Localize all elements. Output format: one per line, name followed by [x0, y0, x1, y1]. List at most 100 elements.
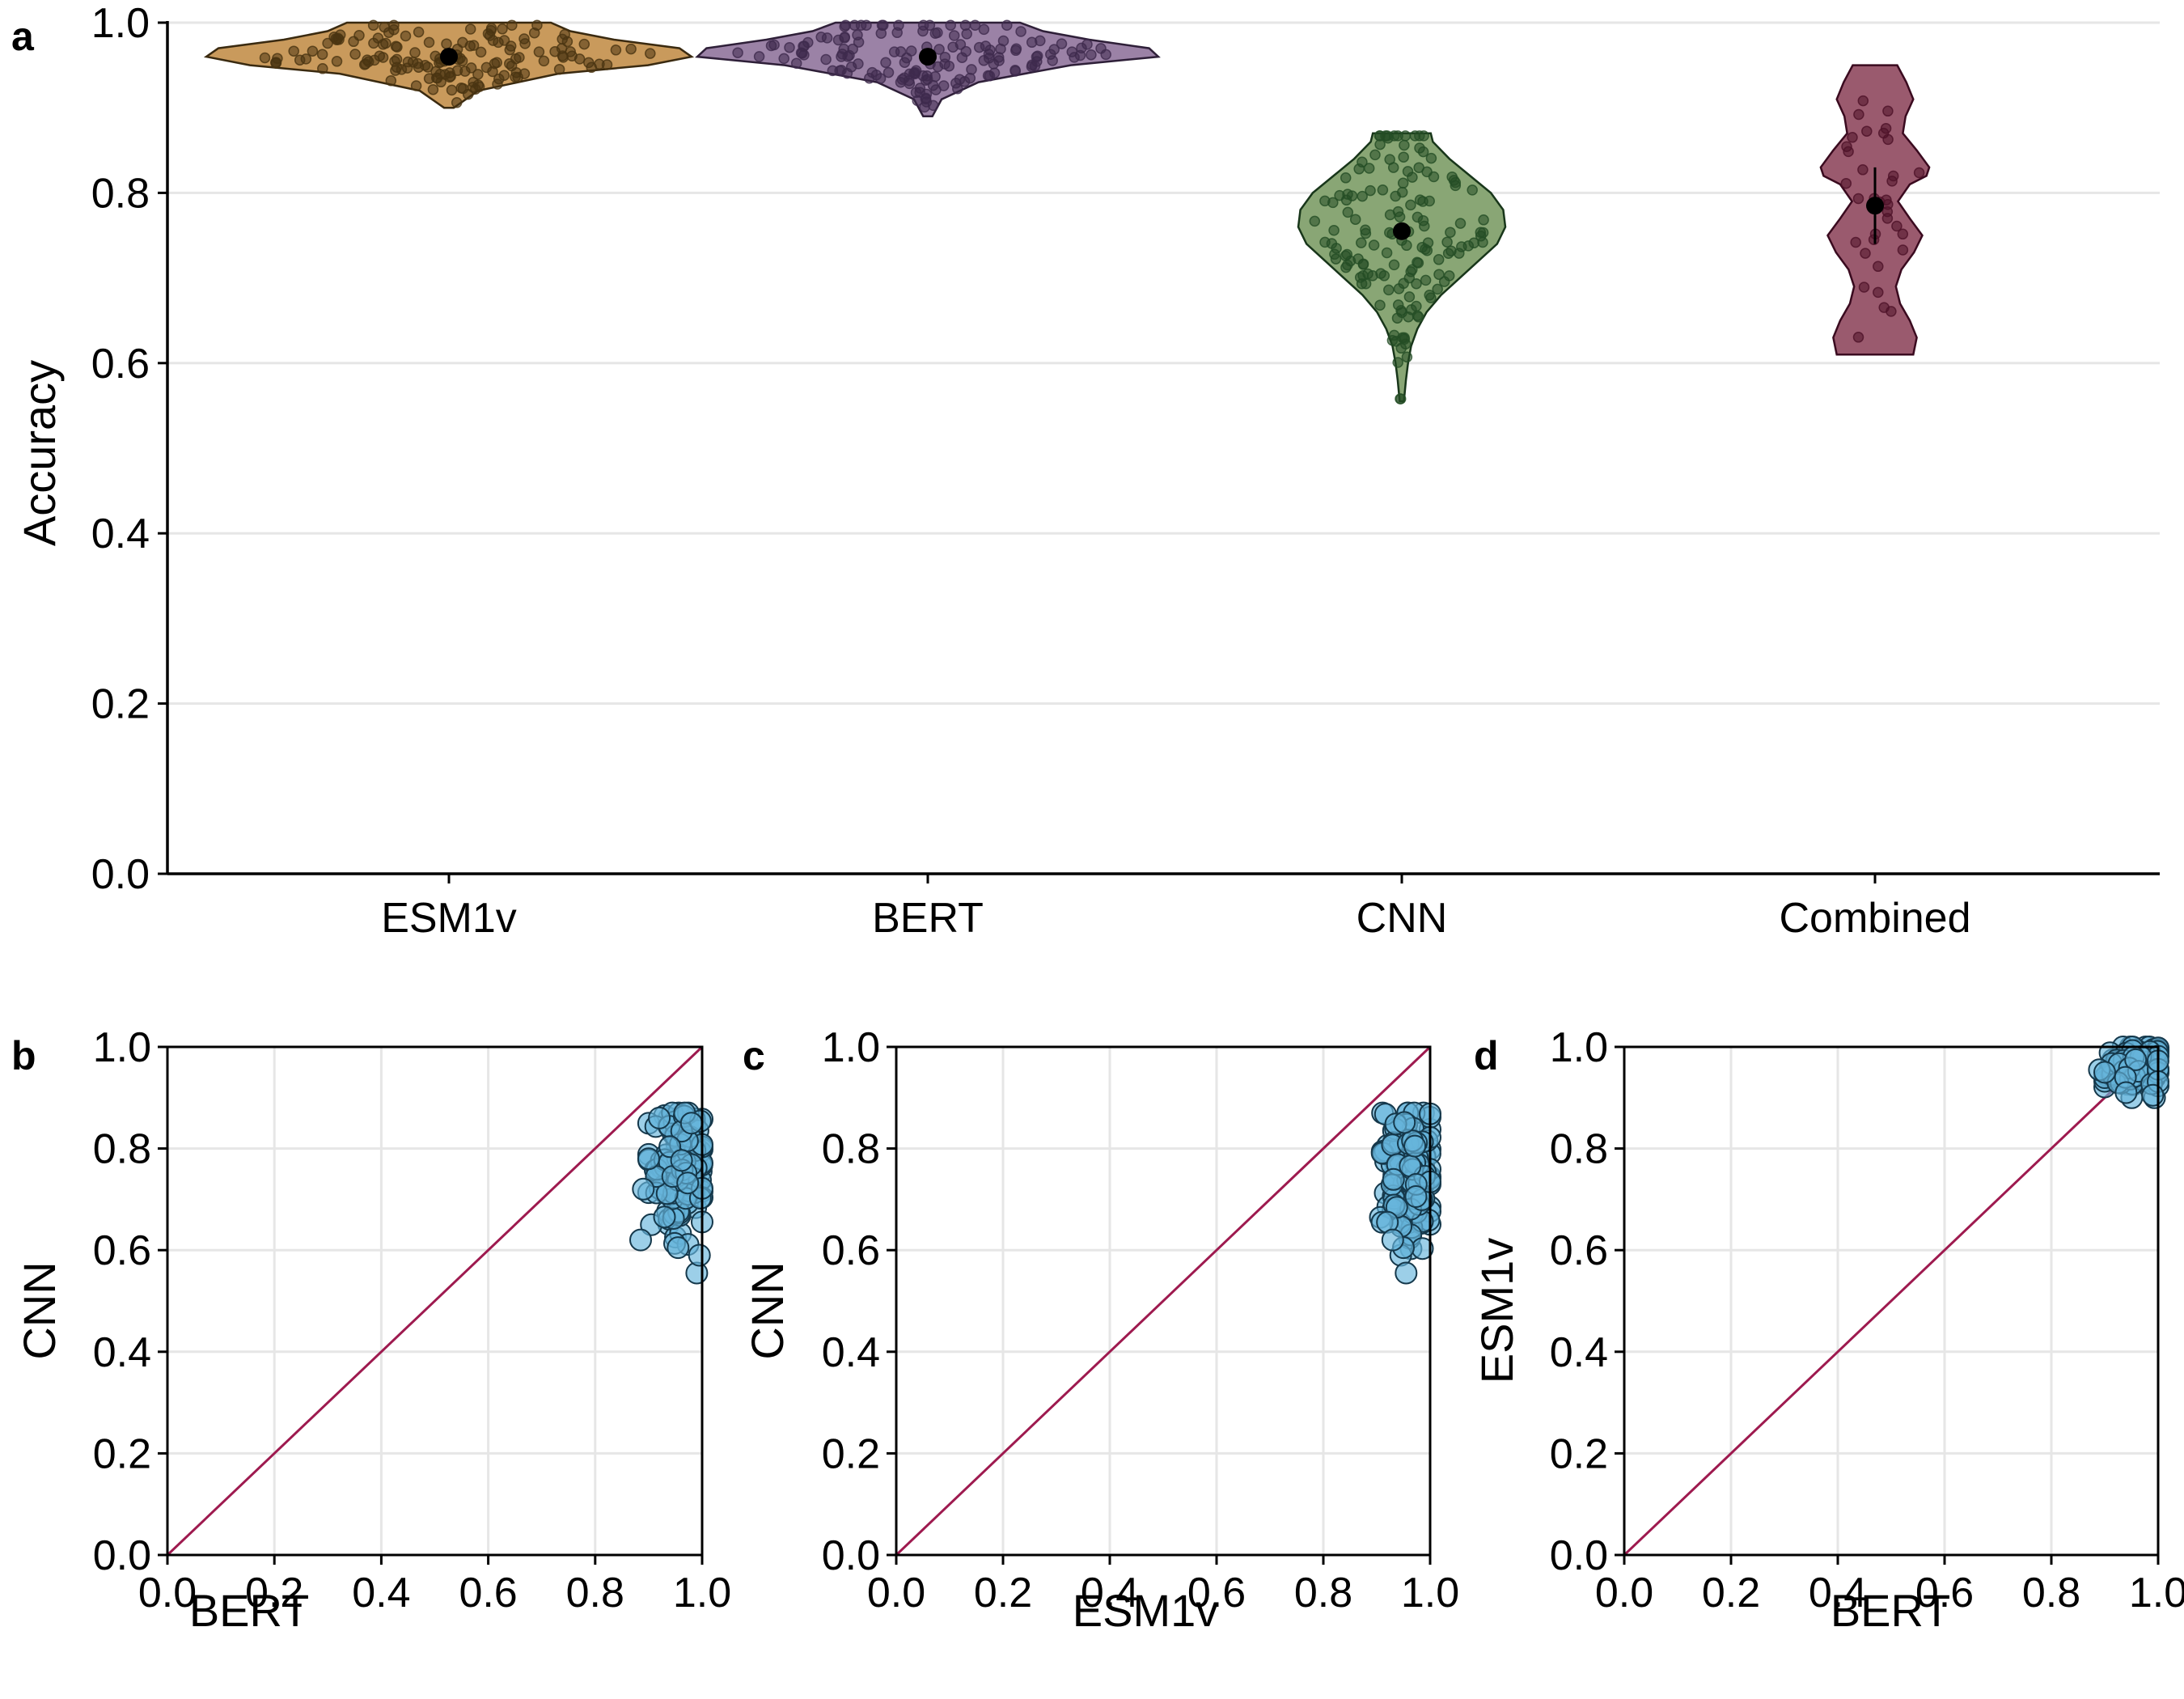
point-bert	[930, 84, 942, 95]
point-cnn	[1384, 154, 1395, 165]
point-bert	[947, 41, 959, 53]
point-cnn	[1384, 227, 1395, 239]
panel-d-scatter-chart: d 0.0 0.2 0.4 0.6 0.8 1.0 0.0 0.2 0.4 0.6 0.8 1.0 B…	[1471, 1024, 2184, 1636]
point-esm1v	[367, 19, 379, 31]
point-bert	[839, 21, 850, 32]
point-cnn	[1441, 236, 1453, 248]
y-tick-label: 0.0	[822, 1532, 880, 1579]
point-cnn	[1467, 184, 1478, 196]
x-tick-label: 0.0	[867, 1570, 925, 1616]
point-bert	[1026, 36, 1038, 49]
y-tick-label: 0.2	[91, 681, 150, 728]
point-bert	[853, 36, 865, 48]
point-esm1v	[518, 68, 531, 79]
identity-line	[895, 1045, 1432, 1557]
point-esm1v	[510, 53, 522, 65]
point-bert	[984, 70, 996, 82]
point-esm1v	[402, 56, 414, 68]
point-cnn	[1443, 270, 1455, 282]
point-cnn	[1454, 218, 1467, 229]
point-esm1v	[379, 21, 390, 33]
point-bert	[820, 53, 832, 66]
x-tick-label: 1.0	[1401, 1570, 1459, 1616]
point-bert	[839, 32, 850, 44]
point-bert	[790, 57, 802, 69]
point-cnn	[1381, 247, 1393, 259]
point-esm1v	[412, 57, 424, 70]
point-bert	[876, 19, 888, 31]
point-cnn	[1406, 303, 1417, 316]
point-cnn	[1477, 227, 1489, 239]
point-cnn	[1433, 269, 1445, 280]
point-cnn	[1390, 190, 1401, 202]
point-bert	[753, 51, 765, 62]
x-tick-label: 0.8	[566, 1570, 624, 1616]
point-cnn	[1360, 224, 1371, 236]
point-cnn	[1360, 278, 1372, 290]
x-tick-label: 0.2	[1702, 1570, 1760, 1616]
panel-b-axes	[166, 1045, 704, 1557]
panel-a-violin-chart: a 0.0 0.2 0.4 0.6 0.8 1.0 ESM1v BERT CNN Combined…	[11, 0, 2160, 942]
point-cnn	[1392, 205, 1404, 218]
x-tick-label: 0.2	[245, 1570, 303, 1616]
panel-c-points	[1369, 1101, 1441, 1285]
point-esm1v	[423, 36, 435, 49]
point-bert	[939, 58, 950, 70]
point-bert	[1069, 52, 1080, 63]
point-cnn	[1399, 333, 1411, 345]
point-cnn	[1411, 278, 1422, 290]
point-esm1v	[272, 53, 283, 64]
point-combined	[1852, 332, 1864, 343]
point-esm1v	[586, 61, 597, 74]
point-combined	[1861, 125, 1873, 137]
panel-d-identity-line	[1623, 1045, 2160, 1557]
scatter-point	[653, 1205, 676, 1229]
scatter-point	[2141, 1083, 2165, 1107]
scatter-point	[1381, 1228, 1404, 1252]
point-bert	[778, 53, 789, 65]
panel-a-axes	[166, 21, 2160, 875]
point-bert	[960, 45, 971, 57]
scatter-point	[670, 1149, 693, 1172]
point-esm1v	[410, 80, 422, 91]
point-combined	[1852, 193, 1864, 205]
point-cnn	[1405, 199, 1416, 211]
point-esm1v	[409, 47, 421, 58]
point-esm1v	[533, 46, 545, 57]
point-combined	[1847, 132, 1858, 143]
x-tick-label: 0.4	[1081, 1570, 1139, 1616]
x-tick-label-cnn: CNN	[1357, 895, 1448, 942]
point-combined	[1853, 108, 1864, 121]
point-esm1v	[464, 23, 476, 35]
point-esm1v	[506, 19, 518, 31]
scatter-point	[2093, 1061, 2116, 1084]
scatter-point	[1393, 1111, 1416, 1134]
point-cnn	[1407, 172, 1418, 183]
panel-c-ticks: 0.0 0.2 0.4 0.6 0.8 1.0 0.0 0.2 0.4 0.6 0.8 1.0	[822, 1024, 1459, 1616]
y-tick-label: 0.8	[91, 170, 150, 217]
point-esm1v	[446, 84, 458, 96]
point-cnn	[1395, 305, 1407, 316]
x-tick-label: 1.0	[673, 1570, 731, 1616]
point-esm1v	[349, 49, 361, 60]
point-esm1v	[300, 53, 312, 65]
point-combined	[1841, 141, 1852, 152]
point-esm1v	[472, 69, 484, 80]
point-cnn	[1377, 184, 1389, 196]
point-combined	[1881, 213, 1894, 224]
x-tick-label: 0.4	[352, 1570, 410, 1616]
point-cnn	[1401, 351, 1413, 363]
point-bert	[945, 19, 956, 31]
panel-a-ticks: 0.0 0.2 0.4 0.6 0.8 1.0 ESM1v BERT CNN Combined	[91, 0, 1971, 942]
point-cnn	[1365, 184, 1376, 197]
point-esm1v	[348, 36, 359, 48]
point-cnn	[1328, 224, 1340, 236]
point-cnn	[1374, 299, 1386, 311]
point-cnn	[1374, 138, 1386, 150]
point-cnn	[1414, 130, 1425, 142]
y-tick-label: 0.2	[1550, 1430, 1608, 1477]
point-combined	[1897, 228, 1909, 240]
scatter-point	[679, 1112, 703, 1135]
x-tick-label: 0.0	[138, 1570, 197, 1616]
scatter-point	[2114, 1081, 2138, 1104]
